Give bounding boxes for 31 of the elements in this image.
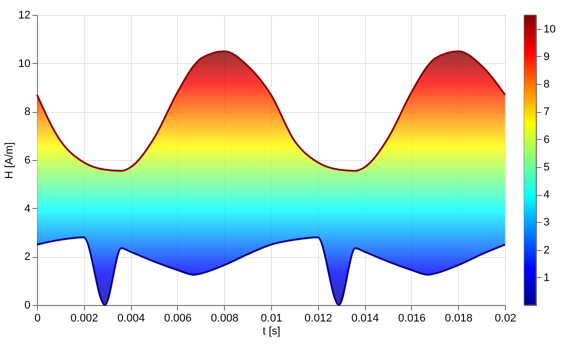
- x-tick-label: 0.008: [210, 312, 238, 324]
- color-bar-label: 8: [544, 78, 550, 91]
- y-axis-title: H [A/m]: [3, 142, 16, 179]
- color-bar-label: 1: [544, 272, 550, 284]
- y-tick-label: 2: [24, 251, 30, 264]
- y-tick-label: 12: [18, 10, 30, 22]
- x-tick-label: 0.006: [164, 312, 192, 324]
- color-bar-label: 9: [544, 50, 550, 63]
- y-tick-label: 0: [24, 300, 30, 312]
- x-tick-label: 0.004: [117, 312, 145, 324]
- color-bar-label: 4: [544, 189, 550, 202]
- line-series: [36, 50, 506, 172]
- y-tick-label: 4: [24, 202, 30, 215]
- color-bar-label: 6: [544, 134, 550, 146]
- x-axis-title: t [s]: [262, 326, 280, 338]
- color-bar-label: 7: [544, 106, 550, 118]
- x-tick-label: 0.014: [351, 312, 379, 324]
- x-tick-label: 0.002: [70, 312, 98, 324]
- color-bar-label: 2: [544, 244, 550, 256]
- x-tick-label: 0.01: [260, 312, 282, 324]
- color-bar-label: 10: [544, 23, 556, 36]
- x-tick-label: 0: [34, 312, 41, 324]
- x-tick-label: 0.012: [304, 312, 332, 324]
- y-tick-label: 6: [24, 154, 30, 166]
- x-tick-label: 0.016: [398, 312, 426, 324]
- color-bar-label: 5: [544, 161, 550, 174]
- x-tick-label: 0.018: [444, 312, 472, 324]
- y-tick-label: 8: [24, 106, 30, 118]
- x-tick-label: 0.02: [494, 312, 516, 324]
- color-bar-label: 3: [544, 216, 550, 229]
- y-tick-label: 10: [18, 58, 30, 70]
